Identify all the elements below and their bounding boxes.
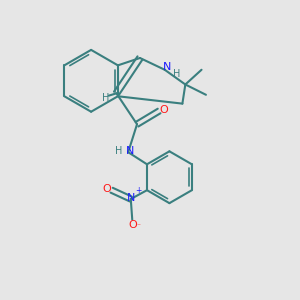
Text: H: H — [115, 146, 122, 156]
Text: O: O — [103, 184, 112, 194]
Text: H: H — [173, 69, 181, 79]
Text: N: N — [125, 146, 134, 156]
Text: O: O — [159, 104, 168, 115]
Text: +: + — [135, 186, 141, 195]
Text: N: N — [163, 62, 171, 72]
Text: O: O — [128, 220, 136, 230]
Text: H: H — [101, 93, 109, 103]
Text: ⁻: ⁻ — [137, 222, 141, 231]
Text: N: N — [127, 193, 135, 202]
